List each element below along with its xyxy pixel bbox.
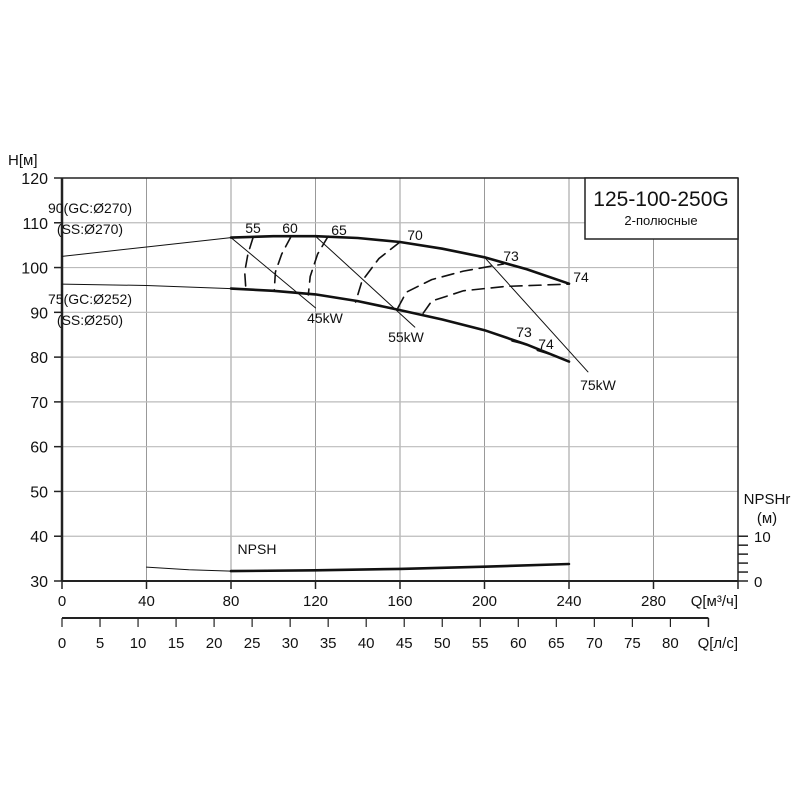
x-tick-label: 80 (223, 593, 240, 610)
x2-tick-label: 45 (396, 635, 413, 652)
series-npsh-curve (146, 566, 232, 572)
x-tick-label: 240 (556, 593, 581, 610)
annotation-label: NPSH (238, 541, 277, 557)
y2-axis-unit: (м) (757, 510, 777, 527)
y-tick-label: 90 (30, 305, 48, 322)
title-box (584, 177, 739, 240)
y-axis-label: H[м] (8, 152, 37, 169)
series-60-curve (273, 235, 292, 291)
chart-subtitle: 2-полюсные (624, 213, 697, 228)
x-tick-label: 200 (472, 593, 497, 610)
annotation-label: 75kW (580, 377, 617, 393)
x2-tick-label: 5 (96, 635, 104, 652)
series-75-gc-252--curve (61, 283, 232, 290)
series-90-gc-270--curve (61, 237, 232, 257)
annotation-label: 74 (573, 269, 589, 285)
x2-tick-label: 80 (662, 635, 679, 652)
series-70-curve (354, 241, 401, 303)
x2-tick-label: 10 (130, 635, 147, 652)
annotation-label: 74 (538, 336, 554, 352)
y-tick-label: 80 (30, 350, 48, 367)
annotation-label: 70 (407, 227, 423, 243)
series-75-gc-252--curve (229, 287, 571, 363)
chart-title: 125-100-250G (593, 188, 728, 211)
series-55kw-curve (315, 235, 416, 328)
annotation-label: 60 (282, 220, 298, 236)
x2-tick-label: 20 (206, 635, 223, 652)
x-tick-label: 120 (303, 593, 328, 610)
y2-axis-label: NPSHr (744, 491, 791, 508)
series-74-curve (422, 283, 570, 314)
y-tick-label: 100 (21, 261, 48, 278)
y-tick-label: 40 (30, 529, 48, 546)
x2-tick-label: 40 (358, 635, 375, 652)
annotation-label: (SS:Ø270) (57, 221, 123, 237)
series-73-curve (397, 263, 505, 309)
series-74-curve (536, 349, 553, 356)
annotation-label: 90(GC:Ø270) (48, 200, 132, 216)
x2-axis-label: Q[л/с] (698, 635, 738, 652)
y-tick-label: 110 (22, 216, 48, 233)
series-65-curve (307, 235, 329, 296)
y2-tick-label: 0 (754, 574, 762, 591)
x-tick-label: 40 (138, 593, 155, 610)
x-tick-label: 280 (641, 593, 666, 610)
annotation-label: 75(GC:Ø252) (48, 291, 132, 307)
x2-tick-label: 70 (586, 635, 603, 652)
x2-tick-label: 75 (624, 635, 641, 652)
x2-tick-label: 15 (168, 635, 185, 652)
y2-tick-label: 10 (754, 529, 771, 546)
x2-tick-label: 0 (58, 635, 66, 652)
series-55-curve (243, 236, 254, 289)
series-75kw-curve (484, 256, 589, 373)
x-axis-label: Q[м³/ч] (691, 593, 738, 610)
x2-tick-label: 65 (548, 635, 565, 652)
annotation-label: 65 (331, 222, 347, 238)
annotation-label: 73 (503, 248, 519, 264)
y-tick-label: 30 (30, 574, 48, 591)
x-tick-label: 160 (387, 593, 412, 610)
annotation-label: 73 (516, 324, 532, 340)
y-tick-label: 60 (30, 440, 48, 457)
y-tick-label: 120 (21, 171, 48, 188)
y-tick-label: 50 (30, 484, 48, 501)
annotation-label: 55kW (388, 329, 425, 345)
x-tick-label: 0 (58, 593, 66, 610)
x2-tick-label: 35 (320, 635, 337, 652)
x2-tick-label: 25 (244, 635, 261, 652)
series-45kw-curve (230, 237, 316, 309)
x2-tick-label: 60 (510, 635, 527, 652)
x2-tick-label: 30 (282, 635, 299, 652)
annotation-label: 55 (245, 220, 261, 236)
series-npsh-curve (229, 562, 571, 573)
x2-tick-label: 55 (472, 635, 489, 652)
annotation-label: (SS:Ø250) (57, 312, 123, 328)
series-73-curve (511, 340, 528, 346)
annotation-label: 45kW (307, 310, 344, 326)
x2-tick-label: 50 (434, 635, 451, 652)
y-tick-label: 70 (30, 395, 48, 412)
